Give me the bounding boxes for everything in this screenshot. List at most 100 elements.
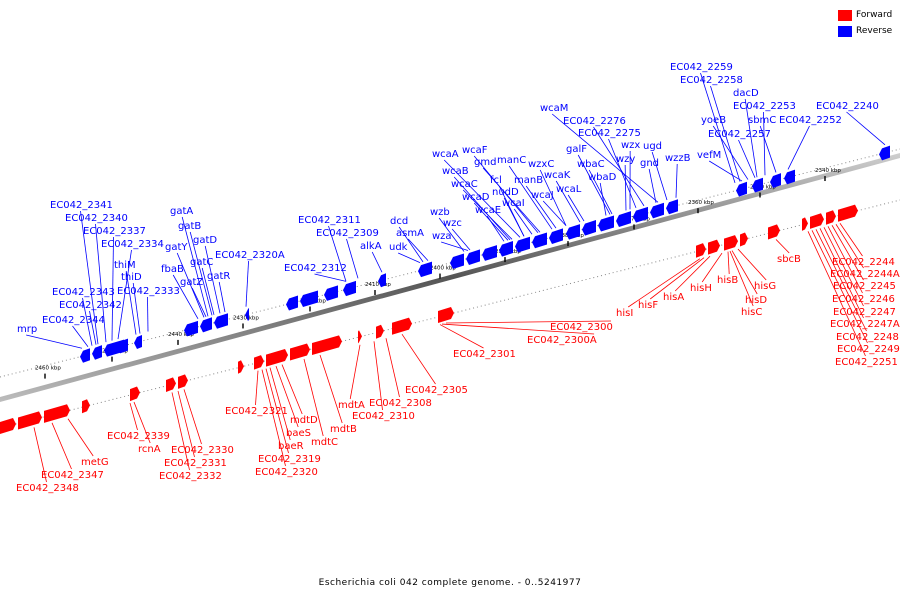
forward-leader-mdtc [303, 358, 324, 437]
reverse-leader-fbab [172, 274, 199, 320]
reverse-label-asma: asmA [396, 228, 424, 239]
forward-label-ec042-2247a: EC042_2247A [830, 319, 900, 330]
reverse-leader-wcai [513, 208, 533, 235]
reverse-gene [466, 249, 480, 265]
reverse-gene [134, 335, 142, 350]
reverse-label-manc: manC [497, 155, 526, 166]
reverse-leader-manc [508, 165, 553, 230]
reverse-leader-mrp [26, 334, 83, 349]
forward-gene [810, 213, 824, 229]
reverse-gene [482, 245, 497, 261]
forward-label-ec042-2308: EC042_2308 [369, 398, 432, 409]
forward-gene [768, 224, 780, 240]
forward-leader-hisc [729, 250, 754, 307]
forward-label-ec042-2249: EC042_2249 [837, 344, 900, 355]
reverse-leader-asma [407, 238, 429, 261]
forward-leader-ec042-2251 [807, 231, 866, 357]
reverse-label-gaty: gatY [165, 242, 188, 253]
reverse-leader-ec042-2240 [846, 111, 886, 146]
reverse-label-wzy: wzy [616, 154, 635, 165]
reverse-label-ec042-2320a: EC042_2320A [215, 250, 285, 261]
forward-label-ec042-2321: EC042_2321 [225, 406, 288, 417]
reverse-label-ec042-2337: EC042_2337 [83, 226, 146, 237]
reverse-label-wcaa: wcaA [432, 149, 459, 160]
reverse-gene [324, 285, 338, 301]
reverse-leader-gatz [191, 287, 207, 317]
forward-leader-ec042-2321 [255, 370, 259, 406]
gene-labels: EC042_2259 EC042_2258 dacD EC042_2253 yoeB sb… [16, 62, 900, 494]
scale-tick: 2350 kbp [750, 184, 776, 198]
reverse-label-nudd: nudD [492, 187, 519, 198]
forward-gene [724, 235, 738, 251]
forward-gene [740, 232, 748, 247]
forward-gene [130, 386, 140, 402]
reverse-label-wzx: wzx [621, 140, 640, 151]
reverse-leader-manb [525, 185, 557, 229]
reverse-label-wcab: wcaB [442, 166, 469, 177]
forward-leader-mdta [349, 344, 361, 400]
reverse-gene [499, 241, 513, 257]
reverse-leader-wcal [567, 194, 585, 222]
reverse-leader-gnd [648, 168, 657, 203]
forward-gene [826, 210, 836, 225]
scale-tick-label: 2340 kbp [815, 168, 841, 174]
reverse-leader-ec042-2344 [72, 325, 89, 347]
reverse-label-wcai: wcaI [502, 198, 525, 209]
forward-gene [392, 317, 412, 335]
reverse-label-dacd: dacD [733, 88, 759, 99]
reverse-label-gatd: gatD [193, 235, 217, 246]
forward-label-hisa: hisA [663, 292, 684, 303]
forward-label-ec042-2331: EC042_2331 [164, 458, 227, 469]
reverse-leader-vefm [708, 160, 743, 182]
reverse-label-wcal: wcaL [556, 184, 582, 195]
forward-label-ec042-2320: EC042_2320 [255, 467, 318, 478]
scale-tick: 2360 kbp [688, 200, 714, 214]
forward-label-ec042-2348: EC042_2348 [16, 483, 79, 494]
reverse-label-ec042-2253: EC042_2253 [733, 101, 796, 112]
reverse-label-gatr: gatR [207, 271, 230, 282]
reverse-label-wcaj: wcaJ [531, 190, 554, 201]
reverse-gene [582, 220, 596, 236]
forward-leader-ec042-2332 [171, 392, 190, 471]
reverse-leader-ec042-2252 [787, 125, 810, 170]
reverse-track-line [0, 148, 900, 378]
forward-label-ec042-2251: EC042_2251 [835, 357, 898, 368]
forward-leader-ec042-2246 [827, 226, 863, 294]
reverse-gene [666, 199, 678, 215]
reverse-label-dcd: dcd [390, 216, 408, 227]
reverse-leader-wcak [555, 180, 581, 223]
legend-forward-label: Forward [856, 10, 893, 20]
forward-label-hisi: hisI [616, 308, 633, 319]
reverse-label-thim: thiM [114, 260, 136, 271]
reverse-leader-dcd [398, 226, 424, 263]
forward-leader-ec042-2320 [261, 369, 286, 467]
forward-leader-rcna [133, 401, 151, 444]
reverse-label-gatz: gatZ [180, 277, 203, 288]
forward-leader-ec042-2310 [373, 341, 383, 411]
reverse-label-wbac: wbaC [577, 159, 605, 170]
forward-gene [266, 349, 288, 367]
reverse-leader-wzc [451, 228, 471, 251]
reverse-label-thid: thiD [121, 272, 142, 283]
reverse-leader-gatr [218, 281, 226, 313]
reverse-gene [770, 173, 781, 188]
forward-label-mdta: mdtA [338, 400, 365, 411]
legend-reverse-label: Reverse [856, 26, 893, 36]
scale-tick-label: 2460 kbp [35, 366, 61, 372]
reverse-gene [418, 261, 432, 278]
reverse-label-ec042-2257: EC042_2257 [708, 129, 771, 140]
reverse-label-wcad: wcaD [462, 192, 490, 203]
forward-leader-ec042-2249 [811, 230, 868, 344]
reverse-leader-ec042-2342 [89, 310, 97, 345]
forward-label-ec042-2305: EC042_2305 [405, 385, 468, 396]
reverse-label-wcae: wcaE [475, 205, 501, 216]
reverse-leader-wbac [588, 169, 613, 215]
forward-leader-hish [701, 252, 723, 283]
reverse-leader-ec042-2343 [82, 297, 93, 346]
reverse-leader-sbmc [759, 125, 777, 173]
reverse-gene [245, 307, 249, 321]
forward-label-ec042-2244a: EC042_2244A [830, 269, 900, 280]
reverse-label-manb: manB [514, 175, 543, 186]
forward-label-ec042-2300a: EC042_2300A [527, 335, 597, 346]
reverse-gene [450, 253, 464, 270]
